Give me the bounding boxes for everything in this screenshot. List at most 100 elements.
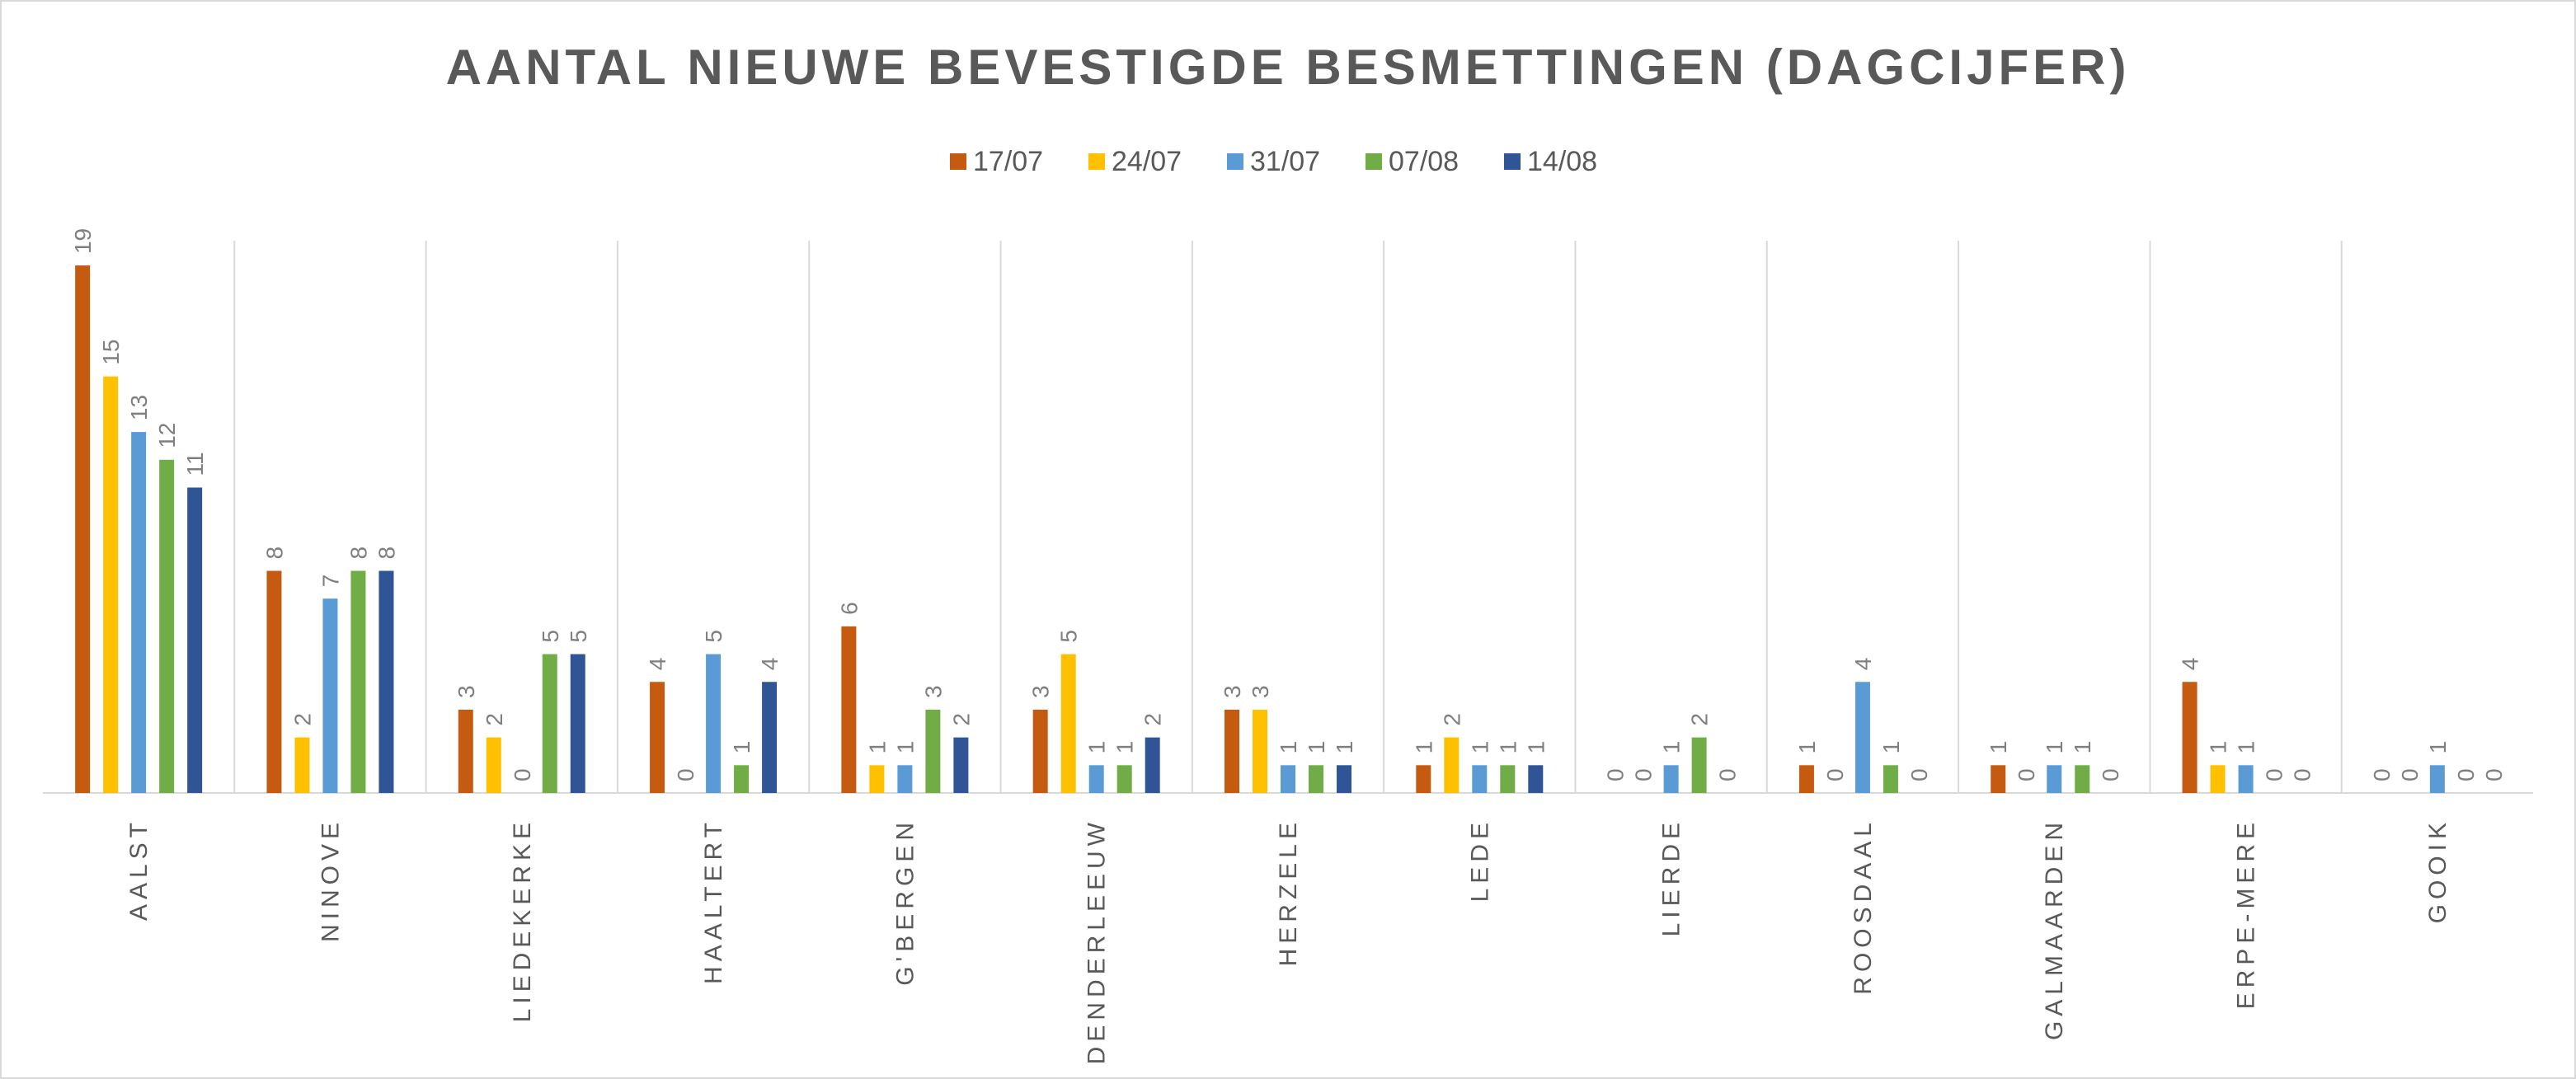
- data-label: 2: [289, 713, 315, 726]
- data-label: 1: [1794, 741, 1820, 754]
- legend-item-14-08: 14/08: [1504, 146, 1597, 177]
- bar-liedekerke-07-08: [542, 654, 557, 793]
- bar-galmaarden-17-07: [1991, 765, 2006, 793]
- data-label: 0: [1715, 768, 1741, 781]
- bar-g-bergen-07-08: [925, 709, 941, 793]
- data-label: 3: [920, 685, 946, 698]
- bar-denderleeuw-24-07: [1060, 654, 1076, 793]
- data-label: 19: [70, 228, 96, 254]
- bar-aalst-31-07: [131, 432, 147, 793]
- category-label-ninove: NINOVE: [317, 818, 344, 942]
- bar-roosdaal-17-07: [1798, 765, 1814, 793]
- data-label: 0: [510, 768, 535, 781]
- data-label: 2: [1439, 713, 1464, 726]
- legend-label: 31/07: [1250, 146, 1320, 177]
- bar-ninove-14-08: [378, 570, 394, 793]
- data-label: 0: [1603, 768, 1629, 781]
- category-label-haaltert: HAALTERT: [700, 818, 727, 984]
- bar-denderleeuw-14-08: [1145, 737, 1160, 793]
- bar-g-bergen-14-08: [953, 737, 969, 793]
- category-label-gooik: GOOIK: [2424, 818, 2451, 923]
- data-label: 0: [2014, 768, 2039, 781]
- legend-swatch: [950, 153, 966, 170]
- data-label: 1: [864, 741, 890, 754]
- data-label: 4: [2178, 658, 2203, 671]
- legend-item-31-07: 31/07: [1227, 146, 1320, 177]
- bar-ninove-24-07: [294, 737, 310, 793]
- category-label-g-bergen: G'BERGEN: [891, 818, 919, 986]
- category-label-liedekerke: LIEDEKERKE: [509, 818, 536, 1022]
- data-label: 2: [948, 713, 974, 726]
- bar-g-bergen-17-07: [841, 626, 857, 793]
- data-label: 8: [261, 547, 287, 560]
- bar-aalst-17-07: [75, 265, 91, 793]
- legend-swatch: [1366, 153, 1382, 170]
- data-label: 5: [538, 630, 563, 643]
- data-label: 1: [1467, 741, 1492, 754]
- bar-liedekerke-14-08: [570, 654, 585, 793]
- bar-ninove-07-08: [350, 570, 366, 793]
- data-label: 0: [2262, 768, 2287, 781]
- legend-item-24-07: 24/07: [1088, 146, 1182, 177]
- data-label: 13: [126, 395, 152, 420]
- bar-aalst-24-07: [103, 376, 119, 793]
- data-label: 0: [2098, 768, 2123, 781]
- bar-herzele-14-08: [1337, 765, 1351, 793]
- category-label-lierde: LIERDE: [1658, 818, 1685, 936]
- bar-liedekerke-17-07: [458, 709, 473, 793]
- data-label: 1: [1659, 741, 1685, 754]
- legend-label: 17/07: [973, 146, 1043, 177]
- data-label: 15: [98, 340, 124, 365]
- data-label: 2: [1687, 713, 1713, 726]
- bar-lede-31-07: [1472, 765, 1488, 793]
- bar-herzele-31-07: [1281, 765, 1295, 793]
- legend-swatch: [1227, 153, 1243, 170]
- data-label: 1: [1523, 741, 1549, 754]
- bar-liedekerke-24-07: [486, 737, 501, 793]
- data-label: 1: [892, 741, 918, 754]
- legend: 17/07 24/07 31/07 07/08 14/08: [950, 146, 1597, 177]
- bar-galmaarden-31-07: [2047, 765, 2062, 793]
- data-label: 1: [729, 741, 754, 754]
- data-label: 5: [701, 630, 726, 643]
- bar-haaltert-07-08: [734, 765, 750, 793]
- data-label: 2: [1140, 713, 1166, 726]
- data-label: 0: [2290, 768, 2315, 781]
- bar-aalst-14-08: [187, 487, 203, 793]
- bar-denderleeuw-07-08: [1116, 765, 1132, 793]
- data-label: 3: [1248, 685, 1273, 698]
- category-label-erpe-mere: ERPE-MERE: [2233, 818, 2260, 1009]
- data-label: 5: [566, 630, 591, 643]
- data-label: 3: [1028, 685, 1054, 698]
- data-label: 3: [454, 685, 479, 698]
- data-label: 0: [2397, 768, 2423, 781]
- data-label: 4: [1850, 658, 1876, 671]
- data-label: 1: [2070, 741, 2095, 754]
- data-label: 1: [1304, 741, 1329, 754]
- bar-erpe-mere-17-07: [2182, 682, 2198, 793]
- data-label: 1: [2042, 741, 2067, 754]
- bar-lierde-31-07: [1663, 765, 1679, 793]
- bar-lierde-07-08: [1691, 737, 1707, 793]
- category-label-denderleeuw: DENDERLEEUW: [1084, 818, 1111, 1064]
- data-label: 6: [836, 602, 862, 615]
- legend-label: 07/08: [1389, 146, 1459, 177]
- category-labels: AALST NINOVE LIEDEKERKE HAALTERT G'BERGEN DEN…: [125, 818, 2451, 1064]
- category-label-herzele: HERZELE: [1275, 818, 1302, 966]
- data-label: 5: [1056, 630, 1082, 643]
- bar-denderleeuw-17-07: [1032, 709, 1048, 793]
- data-label: 8: [374, 547, 399, 560]
- bar-erpe-mere-24-07: [2210, 765, 2226, 793]
- bar-haaltert-17-07: [650, 682, 665, 793]
- data-label: 7: [317, 575, 343, 588]
- bar-ninove-31-07: [322, 598, 338, 793]
- data-label: 1: [2206, 741, 2231, 754]
- legend-swatch: [1088, 153, 1105, 170]
- data-label: 4: [645, 658, 670, 671]
- data-label: 0: [1631, 768, 1657, 781]
- data-label: 0: [673, 768, 698, 781]
- data-label: 1: [1411, 741, 1436, 754]
- data-label: 0: [1822, 768, 1848, 781]
- bar-roosdaal-31-07: [1854, 682, 1870, 793]
